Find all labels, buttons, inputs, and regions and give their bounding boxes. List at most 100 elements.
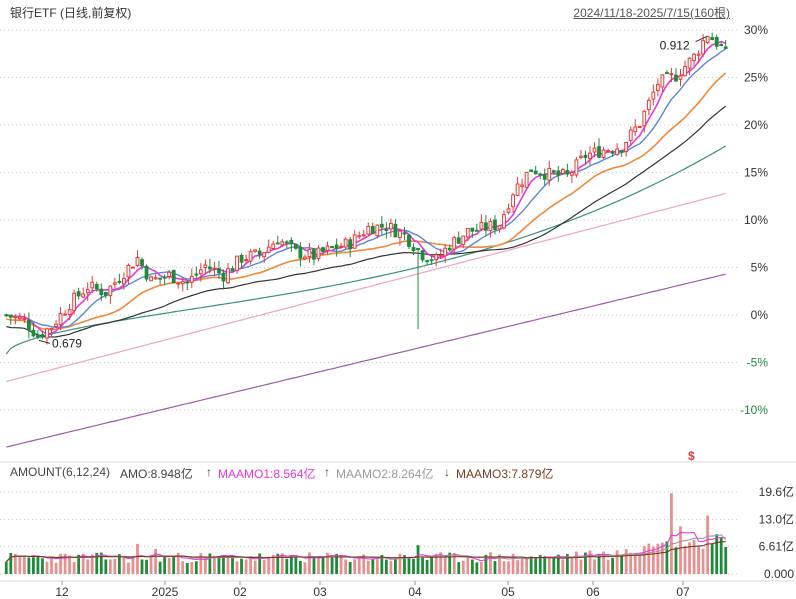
candle-body [140,259,144,267]
volume-bar [321,556,325,574]
candle-body [94,284,99,290]
candle-body [198,269,203,275]
volume-bar [32,557,35,574]
volume-bar [421,557,424,574]
volume-tick-label: 19.6亿 [759,484,794,499]
candle-body [194,273,199,276]
ma-line-2 [6,48,727,329]
candle-body [284,241,289,244]
volume-bar [4,561,8,574]
indicator-name: AMOUNT(6,12,24) [10,465,111,479]
volume-bar [620,556,624,574]
candle-body [434,254,439,261]
candle-body [8,314,13,318]
volume-bar [470,559,474,574]
volume-bar [461,560,465,574]
volume-bar [489,552,492,574]
volume-bar [9,552,13,574]
y-tick-label: 10% [744,213,768,227]
candle-body [597,146,601,158]
candle-body [710,37,715,41]
volume-bar [575,551,578,574]
candle-body [393,223,398,238]
candle-body [226,268,230,284]
volume-bar [371,559,375,574]
candle-body [239,254,244,263]
volume-tick-label: 0.000 [764,567,794,581]
arrow-down-icon: ↓ [444,465,450,479]
volume-bar [430,557,434,574]
volume-bar [22,556,26,574]
candle-body [628,129,633,141]
volume-bar [208,553,212,574]
candle-body [312,248,316,260]
candle-body [22,317,27,320]
volume-bar [502,561,506,574]
y-tick-label: -5% [747,356,769,370]
candle-body [180,281,185,285]
y-tick-label: 30% [744,23,768,37]
candle-body [696,53,701,56]
candle-body [26,320,31,331]
volume-bar [357,557,361,574]
candle-body [189,275,194,283]
candle-body [619,150,624,153]
volume-bar [158,561,162,574]
candle-body [58,313,63,326]
volume-bar [122,557,126,574]
volume-bar [86,559,90,574]
volume-bar [565,554,569,574]
candle-body [289,239,294,245]
volume-bar [108,559,112,574]
candle-body [646,99,651,111]
candle-body [452,237,457,250]
candle-body [162,276,167,279]
candle-body [271,243,276,249]
volume-bar [642,546,646,574]
volume-bar [249,557,253,574]
volume-bar [117,554,121,574]
candle-body [402,232,407,235]
volume-bar [289,556,293,574]
arrow-up-icon: ↑ [324,465,330,479]
y-tick-label: 5% [751,261,769,275]
candle-body [651,91,656,100]
volume-bar [199,553,203,574]
candle-body [248,251,253,262]
volume-bar [493,561,497,574]
candle-body [542,174,547,180]
volume-bar [258,553,262,574]
candle-body [705,36,710,43]
volume-bar [375,559,379,574]
volume-bar [63,553,67,574]
x-tick-label: 02 [233,585,247,599]
date-range[interactable]: 2024/11/18-2025/7/15(160根) [573,6,730,20]
candle-body [99,288,104,296]
y-tick-label: -10% [740,403,768,417]
volume-bar [425,559,429,574]
x-tick-label: 05 [501,585,515,599]
volume-bar [222,554,225,574]
volume-bar [271,554,275,574]
indicator-maamo2: MAAMO2:8.264亿 [336,467,434,481]
volume-bar [330,557,334,574]
candle-body [678,75,683,80]
volume-bar [217,557,221,574]
candle-body [171,269,176,284]
volume-bar [534,558,538,574]
candle-body [185,281,190,284]
candle-body [72,292,77,311]
volume-bar [163,556,167,574]
candle-body [17,316,22,320]
volume-tick-label: 13.0亿 [759,512,794,527]
volume-bar [479,562,483,574]
x-tick-label: 06 [586,585,600,599]
candle-body [158,277,163,280]
candle-body [366,225,371,235]
volume-bar [18,555,22,574]
volume-bar [525,559,529,574]
volume-tick-label: 6.61亿 [759,538,794,553]
candle-body [149,276,153,282]
volume-bar [240,558,243,574]
volume-bar [615,550,619,574]
